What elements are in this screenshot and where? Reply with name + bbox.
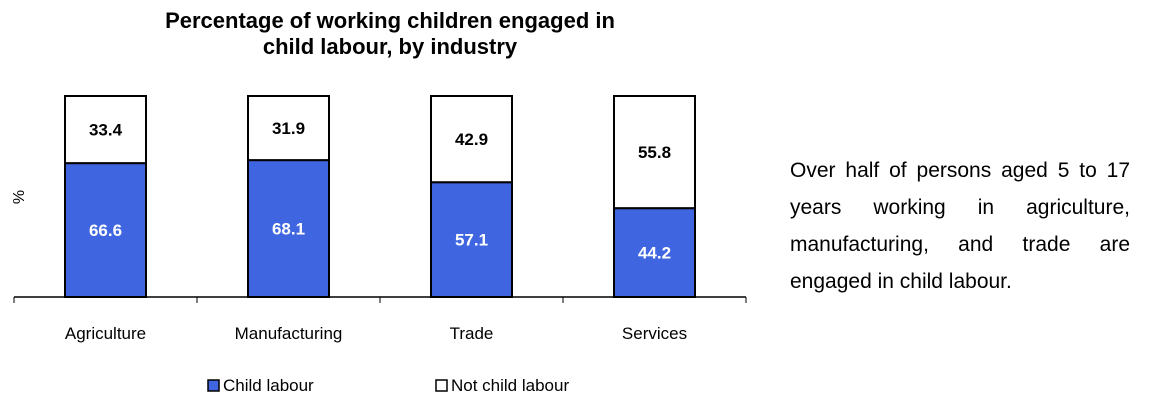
chart-title-line-2: child labour, by industry: [262, 34, 518, 59]
legend: Child labour Not child labour: [207, 376, 569, 395]
legend-label-not-child-labour: Not child labour: [451, 376, 569, 395]
data-label: 31.9: [272, 119, 305, 138]
x-ticks-group: Agriculture Manufacturing Trade Services: [13, 297, 747, 343]
legend-swatch-child-labour: [207, 379, 220, 392]
bar-child-labour-services: [613, 207, 696, 299]
bar-not-child-labour-agriculture: [64, 95, 147, 165]
data-label: 33.4: [89, 121, 123, 140]
bar-child-labour-trade: [430, 181, 513, 299]
bar-not-child-labour-manufacturing: [247, 95, 330, 162]
x-tick-label: Agriculture: [65, 324, 146, 343]
data-label: 42.9: [455, 130, 488, 149]
commentary-text: Over half of persons aged 5 to 17 years …: [790, 159, 1130, 293]
bar-child-labour-agriculture: [64, 162, 147, 298]
chart-title: Percentage of working children engaged i…: [60, 8, 720, 60]
chart-title-line-1: Percentage of working children engaged i…: [165, 8, 615, 33]
x-tick-label: Services: [622, 324, 687, 343]
x-tick-label: Manufacturing: [235, 324, 343, 343]
data-label: 68.1: [272, 220, 305, 239]
bar-not-child-labour-services: [613, 95, 696, 210]
y-axis-label: %: [11, 190, 28, 204]
bars-group: 66.6 33.4 68.1 31.9 57.1 42.9 44.2 55.8: [64, 95, 696, 299]
bar-not-child-labour-trade: [430, 95, 513, 184]
stacked-bar-chart: % 66.6 33.4 68.1 31.9 57.1 42.9 44.2 55.8 Agric…: [11, 95, 747, 395]
data-label: 66.6: [89, 221, 122, 240]
x-tick-label: Trade: [450, 324, 494, 343]
legend-label-child-labour: Child labour: [223, 376, 314, 395]
data-label: 44.2: [638, 244, 671, 263]
data-label: 57.1: [455, 231, 488, 250]
data-label: 55.8: [638, 143, 671, 162]
bar-child-labour-manufacturing: [247, 159, 330, 298]
legend-swatch-not-child-labour: [435, 379, 448, 392]
